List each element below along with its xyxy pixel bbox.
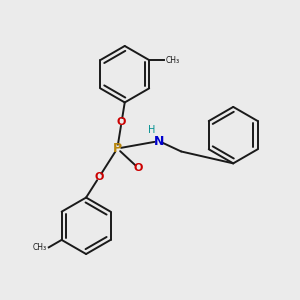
Text: O: O	[117, 117, 126, 127]
Text: CH₃: CH₃	[33, 243, 47, 252]
Text: O: O	[134, 163, 143, 173]
Text: H: H	[148, 125, 155, 135]
Text: CH₃: CH₃	[166, 56, 180, 64]
Text: N: N	[154, 135, 164, 148]
Text: P: P	[113, 142, 122, 155]
Text: O: O	[94, 172, 104, 182]
